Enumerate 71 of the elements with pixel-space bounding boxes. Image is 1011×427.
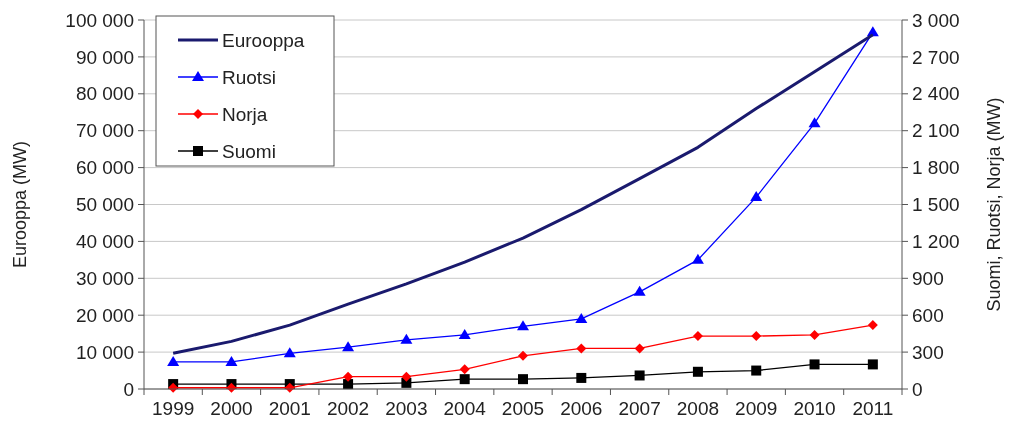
y-tick-label: 70 000 <box>75 120 134 142</box>
point <box>167 355 180 366</box>
y2-tick-label: 300 <box>912 341 944 363</box>
y-tick-label: 40 000 <box>75 231 134 253</box>
y2-tick-label: 2 700 <box>912 46 960 68</box>
y-tick-label: 90 000 <box>75 46 134 68</box>
x-tick-label: 2003 <box>385 398 428 419</box>
point <box>401 371 412 382</box>
x-tick-label: 1999 <box>152 398 195 419</box>
point <box>518 350 528 361</box>
point <box>342 341 355 352</box>
point <box>576 343 587 354</box>
point <box>283 347 296 358</box>
point <box>343 371 354 382</box>
point <box>809 329 820 340</box>
point <box>691 253 704 264</box>
point <box>459 364 470 375</box>
x-tick-label: 2011 <box>852 398 894 419</box>
legend-label: Eurooppa <box>222 29 305 51</box>
y2-tick-label: 3 000 <box>912 9 960 31</box>
point <box>400 333 413 344</box>
y2-tick-label: 900 <box>912 267 944 289</box>
point <box>751 365 762 376</box>
legend-label: Norja <box>222 103 268 125</box>
y2-tick-label: 1 800 <box>912 157 960 179</box>
point <box>809 359 820 370</box>
y-tick-label: 20 000 <box>75 304 134 326</box>
y-tick-label: 50 000 <box>75 194 134 216</box>
point <box>459 374 470 385</box>
x-tick-label: 2006 <box>560 398 603 419</box>
y-tick-label: 80 000 <box>75 83 134 105</box>
x-tick-label: 2001 <box>268 398 311 419</box>
y2-tick-label: 2 100 <box>912 120 960 142</box>
x-tick-label: 2000 <box>210 398 253 419</box>
x-tick-label: 2010 <box>793 398 836 419</box>
y2-tick-label: 1 200 <box>912 231 960 253</box>
point <box>458 328 471 339</box>
x-tick-label: 2004 <box>443 398 487 419</box>
point <box>867 320 878 331</box>
point <box>808 117 821 128</box>
y-tick-label: 0 <box>123 378 134 400</box>
y2-tick-label: 600 <box>912 304 944 326</box>
point <box>576 372 587 383</box>
point <box>692 331 703 342</box>
y-tick-label: 10 000 <box>75 341 134 363</box>
y-tick-label: 100 000 <box>65 9 134 31</box>
point <box>634 370 645 381</box>
legend-label: Suomi <box>222 140 276 162</box>
x-tick-label: 2002 <box>326 398 370 419</box>
x-tick-label: 2007 <box>618 398 661 419</box>
point <box>750 191 763 202</box>
legend-label: Ruotsi <box>222 66 276 88</box>
point <box>634 343 645 354</box>
point <box>751 331 762 342</box>
y-tick-label: 60 000 <box>75 157 134 179</box>
point <box>633 285 646 296</box>
point <box>225 355 238 366</box>
y-axis-title: Eurooppa (MW) <box>10 140 30 269</box>
x-tick-label: 2008 <box>676 398 720 419</box>
y2-tick-label: 0 <box>912 378 923 400</box>
x-tick-label: 2009 <box>735 398 778 419</box>
point <box>575 312 588 323</box>
y2-axis-title: Suomi, Ruotsi, Norja (MW) <box>984 97 1004 312</box>
y2-tick-label: 1 500 <box>912 194 960 216</box>
point <box>692 366 703 377</box>
y2-tick-label: 2 400 <box>912 83 960 105</box>
point <box>867 359 878 370</box>
point <box>517 320 529 331</box>
point <box>518 374 528 385</box>
y-tick-label: 30 000 <box>75 267 134 289</box>
x-tick-label: 2005 <box>501 398 545 419</box>
